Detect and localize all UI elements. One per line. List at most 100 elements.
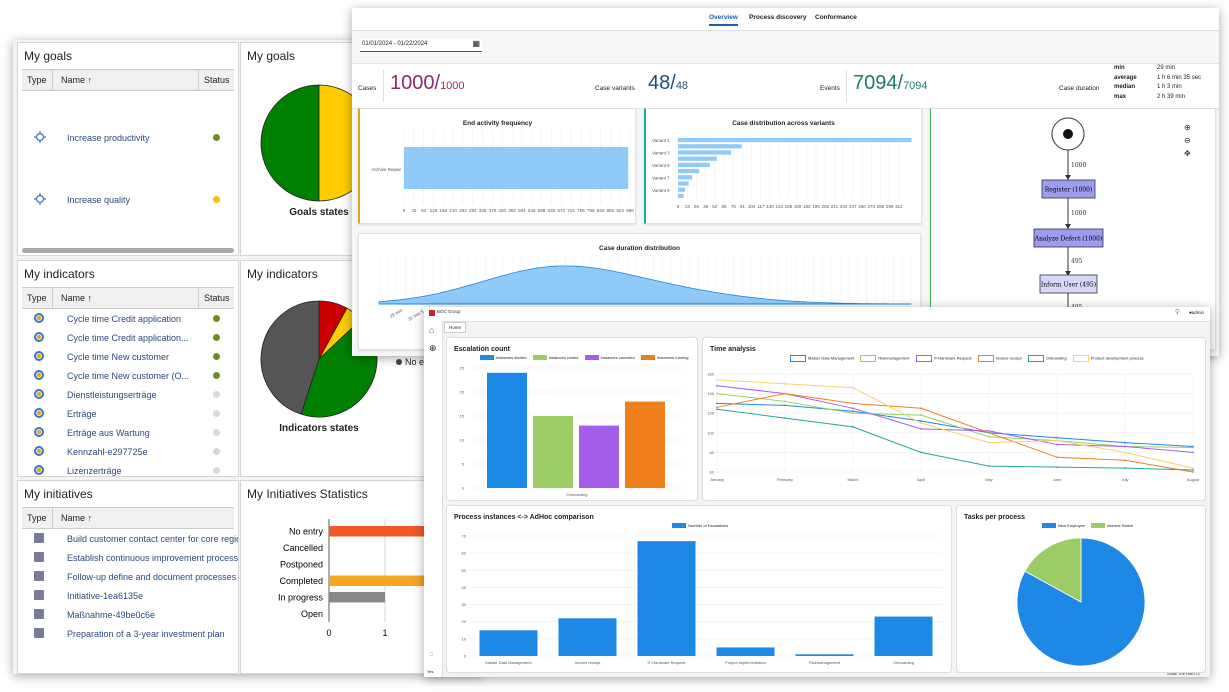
indicator-icon	[34, 465, 44, 475]
move-icon[interactable]: ✥	[1184, 149, 1191, 158]
data-point	[1056, 466, 1058, 468]
tick-label: 39	[703, 204, 709, 209]
start-node	[1063, 129, 1073, 139]
settings-icon[interactable]: ◌	[429, 651, 434, 658]
tick-label: 0	[403, 208, 406, 213]
date-range-field[interactable]: 01/01/2024 - 01/22/2024 ▦	[360, 39, 482, 52]
indicator-name[interactable]: Lizenzerträge	[67, 466, 122, 476]
user-name[interactable]: admin	[1191, 310, 1204, 315]
indicator-name[interactable]: Cycle time Credit application...	[67, 333, 189, 343]
top-bar: BOC Group ⚲ ● admin	[424, 307, 1210, 322]
indicator-name[interactable]: Cycle time Credit application	[67, 314, 182, 324]
document-icon	[34, 533, 44, 543]
tick-label: 10	[462, 636, 467, 641]
table-row[interactable]: Dienstleistungserträge	[22, 386, 234, 405]
user-icon[interactable]: ●	[1188, 310, 1192, 316]
category-label: August	[1187, 477, 1200, 482]
goal-icon	[34, 131, 46, 143]
indicator-name[interactable]: Kennzahl-e297725e	[67, 447, 148, 457]
goal-name[interactable]: Increase productivity	[67, 133, 150, 143]
duration-title: Case duration distribution	[599, 245, 680, 252]
line-series	[716, 379, 1194, 469]
col-type[interactable]: Type	[27, 293, 47, 303]
bar	[678, 181, 689, 186]
table-row[interactable]: Preparation of a 3-year investment plan	[22, 625, 234, 644]
table-row[interactable]: Cycle time New customer (O...	[22, 367, 234, 386]
tick-label: 840	[597, 208, 605, 213]
tick-label: 168	[440, 208, 448, 213]
initiative-name[interactable]: Initiative-1ea6135e	[67, 591, 144, 601]
zoom-in-icon[interactable]: ⊕	[1184, 123, 1191, 132]
search-icon[interactable]: ⚲	[1174, 309, 1180, 316]
col-name[interactable]: Name ↑	[61, 75, 93, 85]
tick-label: 5	[462, 462, 465, 467]
initiative-name[interactable]: Maßnahme-49be0c6e	[67, 610, 156, 620]
table-row[interactable]: Increase productivity	[22, 129, 234, 148]
col-status[interactable]: Status	[204, 75, 230, 85]
tick-label: 20	[462, 619, 467, 624]
table-row[interactable]: Increase quality	[22, 191, 234, 210]
tab-conformance[interactable]: Conformance	[815, 14, 857, 21]
tick-label: 462	[508, 208, 516, 213]
col-type[interactable]: Type	[27, 75, 47, 85]
initiative-name[interactable]: Follow-up define and document processes	[67, 572, 237, 582]
pie-slice	[1024, 537, 1082, 603]
data-point	[716, 408, 718, 411]
data-point	[920, 427, 922, 430]
table-row[interactable]: Erträge aus Wartung	[22, 424, 234, 443]
goal-name[interactable]: Increase quality	[67, 195, 131, 205]
tick-label: 378	[489, 208, 497, 213]
table-row[interactable]: Establish continuous improvement process	[22, 549, 238, 568]
col-status[interactable]: Status	[204, 293, 230, 303]
tick-label: 336	[479, 208, 487, 213]
tab-process-discovery[interactable]: Process discovery	[749, 14, 807, 21]
col-name[interactable]: Name ↑	[61, 513, 93, 523]
table-row[interactable]: Cycle time Credit application...	[22, 329, 234, 348]
data-point	[988, 429, 990, 432]
home-icon[interactable]: ⌂	[429, 325, 435, 335]
indicator-name[interactable]: Cycle time New customer (O...	[67, 371, 190, 381]
table-row[interactable]: Cycle time New customer	[22, 348, 234, 367]
table-row[interactable]: Initiative-1ea6135e	[22, 587, 234, 606]
tab-home[interactable]: Home	[444, 322, 466, 333]
time-analysis-line-chart: 60 80 100 120 140 160 January February March Apri…	[707, 372, 1200, 483]
tick-label: 714	[567, 208, 575, 213]
table-row[interactable]: Build customer contact center for core r…	[22, 530, 238, 549]
brand-name: BOC Group	[437, 309, 461, 314]
table-row[interactable]: Cycle time Credit application	[22, 310, 234, 329]
category-label: Cancelled	[283, 543, 323, 553]
document-icon	[34, 609, 44, 619]
time-analysis-legend: Master Data Management Riskmanagement IT…	[785, 355, 1144, 362]
table-row[interactable]: Lizenzerträge	[22, 462, 234, 476]
indicator-name[interactable]: Erträge	[67, 409, 97, 419]
line-series	[716, 385, 1194, 453]
initiative-name[interactable]: Build customer contact center for core r…	[67, 534, 239, 544]
indicator-icon	[34, 313, 44, 323]
col-name[interactable]: Name ↑	[61, 293, 93, 303]
indicator-name[interactable]: Erträge aus Wartung	[67, 428, 150, 438]
document-icon	[34, 571, 44, 581]
data-point	[1056, 456, 1058, 459]
horizontal-scrollbar[interactable]	[22, 248, 234, 253]
table-row[interactable]: Kennzahl-e297725e	[22, 443, 234, 462]
tasks-title: Tasks per process	[964, 514, 1025, 521]
date-range-value: 01/01/2024 - 01/22/2024	[362, 41, 428, 47]
col-type[interactable]: Type	[27, 513, 47, 523]
calendar-icon[interactable]: ▦	[472, 39, 480, 48]
initiative-name[interactable]: Establish continuous improvement process	[67, 553, 239, 563]
comparison-title: Process instances <-> AdHoc comparison	[454, 514, 594, 521]
indicator-name[interactable]: Cycle time New customer	[67, 352, 170, 362]
category-label: No entry	[289, 526, 324, 536]
zoom-out-icon[interactable]: ⊖	[1184, 136, 1191, 145]
tab-overview[interactable]: Overview	[709, 14, 738, 26]
indicator-name[interactable]: Dienstleistungserträge	[67, 390, 157, 400]
table-row[interactable]: Follow-up define and document processes	[22, 568, 236, 587]
bar	[637, 541, 696, 656]
initiative-name[interactable]: Preparation of a 3-year investment plan	[67, 629, 225, 639]
add-icon[interactable]: ⊕	[429, 343, 437, 353]
table-row[interactable]: Erträge	[22, 405, 234, 424]
tick-label: 60	[710, 470, 715, 475]
indicators-legend: No e	[396, 357, 424, 367]
tick-label: 504	[518, 208, 526, 213]
table-row[interactable]: Maßnahme-49be0c6e	[22, 606, 234, 625]
